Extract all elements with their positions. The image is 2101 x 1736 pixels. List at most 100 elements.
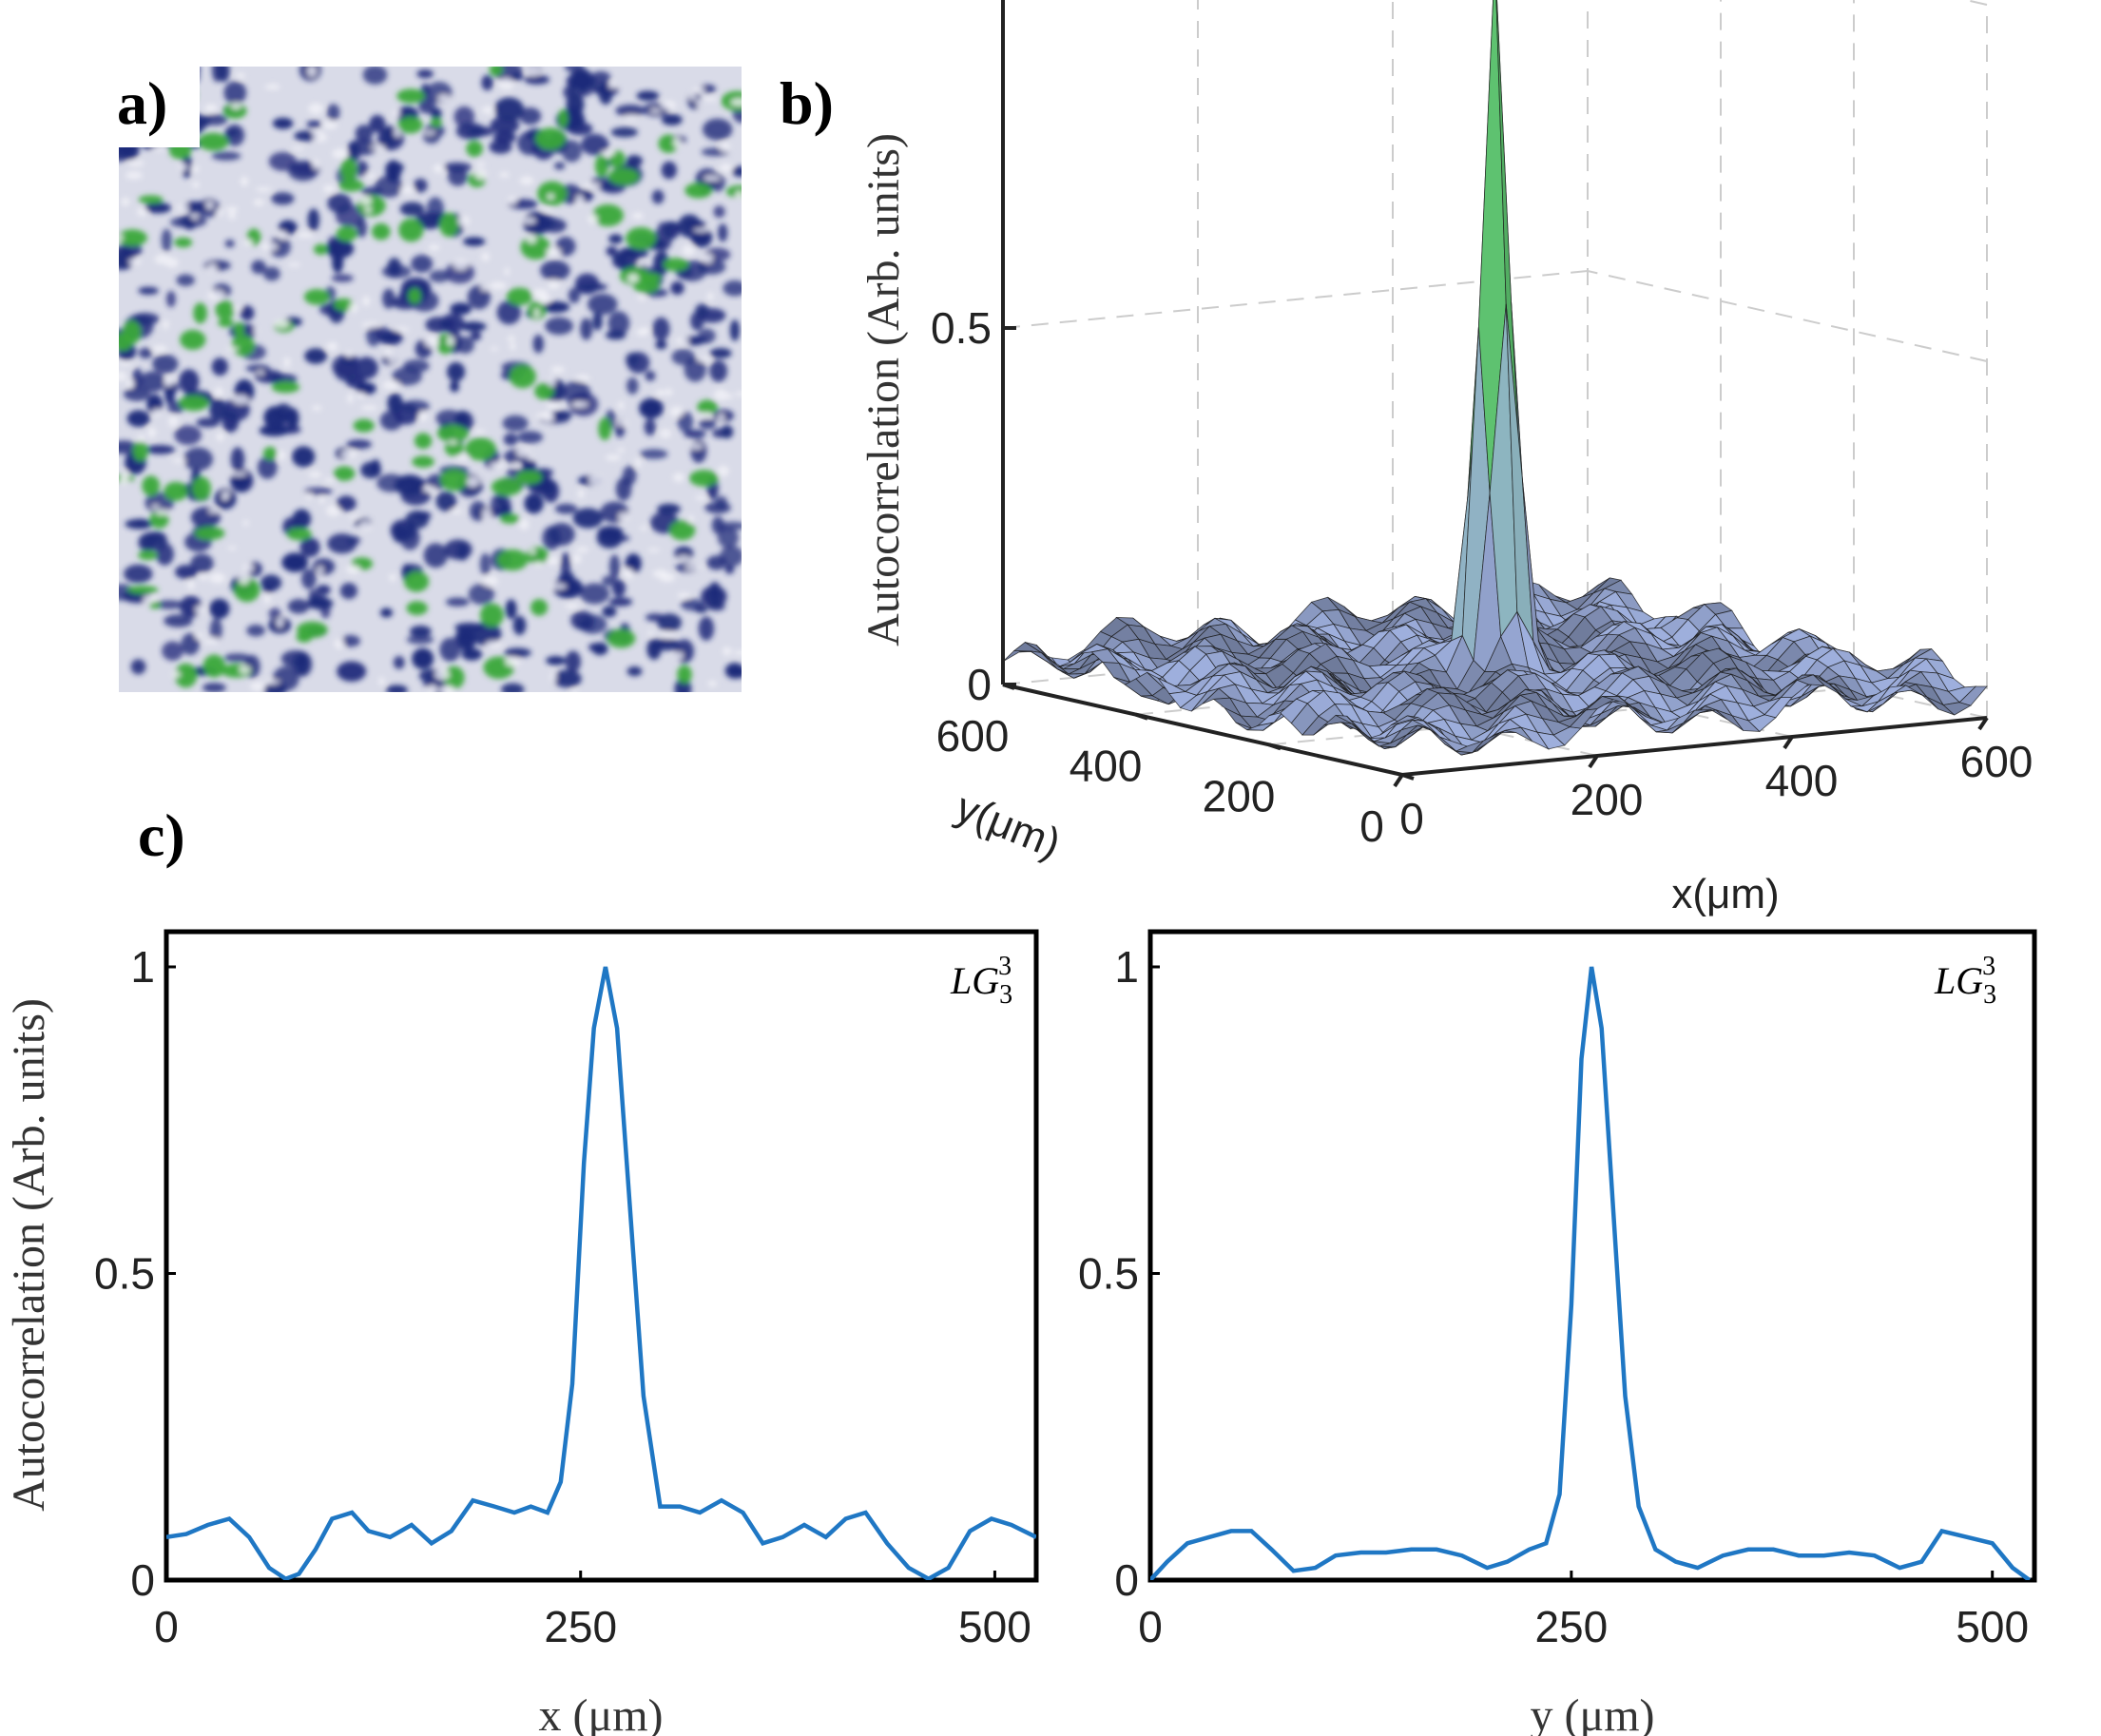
speckle-light-blob bbox=[516, 448, 531, 457]
speckle-light-blob bbox=[137, 434, 145, 442]
speckle-bright-blob bbox=[408, 288, 422, 304]
speckle-dark-blob bbox=[347, 535, 361, 546]
speckle-dark-blob bbox=[711, 516, 724, 534]
speckle-dark-blob bbox=[224, 124, 245, 146]
speckle-light-blob bbox=[312, 159, 319, 170]
speckle-dark-blob bbox=[639, 397, 664, 419]
speckle-dark-blob bbox=[381, 264, 412, 279]
panel-a: a) bbox=[109, 57, 742, 692]
speckle-bright-blob bbox=[658, 134, 679, 153]
speckle-dark-blob bbox=[467, 285, 491, 310]
speckle-dark-blob bbox=[371, 459, 381, 475]
speckle-light-blob bbox=[575, 194, 585, 205]
speckle-dark-blob bbox=[608, 234, 624, 244]
speckle-dark-blob bbox=[540, 260, 570, 281]
speckle-light-blob bbox=[547, 376, 556, 388]
speckle-light-blob bbox=[527, 455, 534, 461]
speckle-dark-blob bbox=[246, 625, 265, 637]
y-tick-label: 1 bbox=[130, 942, 155, 992]
speckle-light-blob bbox=[723, 646, 732, 656]
speckle-dark-blob bbox=[596, 527, 623, 549]
speckle-light-blob bbox=[509, 342, 516, 351]
speckle-light-blob bbox=[481, 106, 495, 115]
annotation-left-base: LG bbox=[950, 959, 999, 1002]
speckle-dark-blob bbox=[401, 399, 430, 414]
speckle-light-blob bbox=[382, 380, 400, 391]
speckle-light-blob bbox=[661, 630, 675, 640]
speckle-dark-blob bbox=[376, 473, 406, 492]
speckle-dark-blob bbox=[618, 246, 649, 260]
speckle-dark-blob bbox=[712, 428, 728, 438]
speckle-light-blob bbox=[617, 401, 625, 410]
speckle-dark-blob bbox=[271, 192, 295, 205]
speckle-light-blob bbox=[192, 181, 200, 188]
speckle-light-blob bbox=[127, 160, 145, 166]
speckle-bright-blob bbox=[398, 218, 424, 242]
speckle-dark-blob bbox=[382, 288, 395, 309]
speckle-light-blob bbox=[703, 253, 713, 263]
speckle-light-blob bbox=[677, 592, 691, 599]
surface-patch bbox=[1958, 685, 1988, 706]
speckle-light-blob bbox=[345, 565, 361, 574]
speckle-light-blob bbox=[626, 568, 634, 580]
speckle-dark-blob bbox=[179, 369, 200, 395]
speckle-bright-blob bbox=[626, 226, 657, 250]
speckle-dark-blob bbox=[606, 246, 618, 257]
speckle-bright-blob bbox=[164, 481, 188, 501]
speckle-dark-blob bbox=[645, 370, 656, 381]
speckle-light-blob bbox=[202, 639, 220, 645]
speckle-light-blob bbox=[480, 286, 490, 291]
speckle-dark-blob bbox=[316, 585, 331, 595]
speckle-dark-blob bbox=[223, 81, 247, 105]
speckle-bright-blob bbox=[119, 229, 147, 246]
speckle-light-blob bbox=[433, 164, 446, 173]
speckle-light-blob bbox=[617, 447, 626, 453]
speckle-bright-blob bbox=[436, 424, 469, 443]
y-tick-label-3d: 200 bbox=[1203, 771, 1276, 820]
speckle-light-blob bbox=[600, 150, 616, 156]
speckle-dark-blob bbox=[145, 202, 172, 214]
speckle-dark-blob bbox=[190, 553, 214, 573]
speckle-bright-blob bbox=[271, 381, 300, 394]
grid-line-side-y bbox=[1961, 0, 1988, 6]
speckle-bright-blob bbox=[509, 364, 536, 389]
speckle-dark-blob bbox=[379, 410, 403, 431]
speckle-light-blob bbox=[399, 185, 415, 194]
speckle-light-blob bbox=[730, 98, 742, 106]
speckle-dark-blob bbox=[463, 237, 486, 246]
speckle-bright-blob bbox=[231, 335, 255, 357]
speckle-dark-blob bbox=[602, 606, 617, 618]
speckle-dark-blob bbox=[605, 330, 626, 340]
speckle-bright-blob bbox=[669, 520, 696, 541]
speckle-dark-blob bbox=[287, 599, 310, 614]
speckle-dark-blob bbox=[211, 67, 222, 83]
speckle-light-blob bbox=[222, 491, 231, 498]
speckle-dark-blob bbox=[581, 133, 609, 156]
speckle-light-blob bbox=[687, 514, 694, 525]
speckle-light-blob bbox=[448, 439, 458, 445]
speckle-dark-blob bbox=[139, 371, 165, 393]
annotation-left-sub: 3 bbox=[999, 980, 1012, 1010]
speckle-light-blob bbox=[626, 273, 640, 283]
speckle-bright-blob bbox=[479, 603, 504, 627]
speckle-light-blob bbox=[533, 307, 540, 318]
speckle-bright-blob bbox=[430, 117, 442, 127]
speckle-dark-blob bbox=[553, 162, 566, 170]
speckle-dark-blob bbox=[382, 125, 397, 147]
speckle-light-blob bbox=[450, 508, 463, 514]
speckle-dark-blob bbox=[336, 495, 357, 511]
speckle-light-blob bbox=[207, 263, 218, 273]
speckle-dark-blob bbox=[559, 570, 574, 584]
speckle-bright-blob bbox=[406, 601, 428, 616]
speckle-bright-blob bbox=[138, 195, 164, 204]
speckle-dark-blob bbox=[447, 361, 466, 382]
speckle-bright-blob bbox=[537, 181, 568, 206]
speckle-bright-blob bbox=[286, 528, 312, 541]
speckle-dark-blob bbox=[591, 642, 608, 656]
speckle-light-blob bbox=[313, 132, 328, 143]
speckle-light-blob bbox=[660, 429, 672, 438]
speckle-light-blob bbox=[735, 391, 742, 397]
speckle-dark-blob bbox=[565, 650, 581, 673]
speckle-bright-blob bbox=[218, 318, 235, 328]
